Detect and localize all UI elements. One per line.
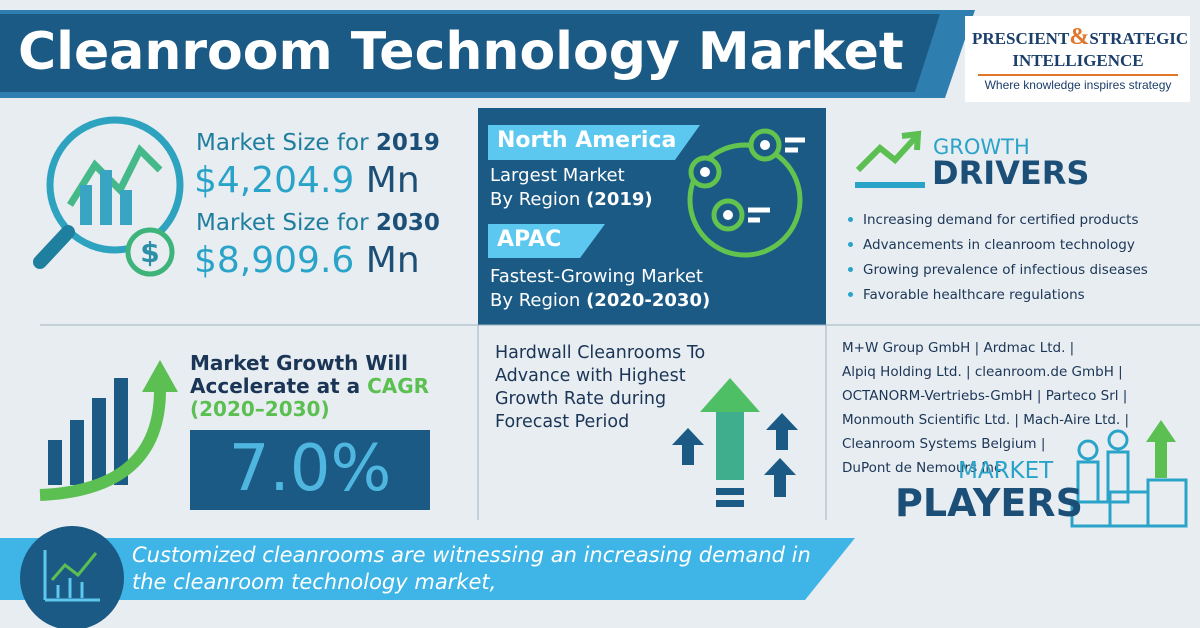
text: Growing prevalence of infectious disease…	[863, 262, 1148, 278]
list-item: Alpiq Holding Ltd. | cleanroom.de GmbH |	[842, 360, 1129, 384]
value: $8,909.6	[194, 240, 355, 281]
list-item: Advancements in cleanroom technology	[848, 233, 1148, 258]
cagr-value: 7.0%	[228, 432, 392, 506]
list-item: Growth Rate during	[495, 388, 705, 411]
text: Largest Market	[490, 165, 625, 186]
text: M+W Group GmbH | Ardmac Ltd. |	[842, 340, 1075, 356]
region-desc: Fastest-Growing Market By Region (2020-20…	[490, 265, 710, 313]
value: $4,204.9	[194, 160, 355, 201]
footer-circle	[20, 526, 124, 628]
list-item: Forecast Period	[495, 411, 705, 434]
title-banner	[0, 14, 940, 92]
cagr-icon	[39, 360, 178, 501]
text: Market Growth Will	[190, 351, 408, 375]
cagr-box	[190, 430, 430, 510]
players-icon	[1070, 420, 1188, 528]
label: Market Size for	[196, 210, 369, 236]
text: Growth Rate during	[495, 389, 667, 409]
bullet	[848, 292, 853, 297]
text: Advancements in cleanroom technology	[863, 237, 1135, 253]
players-list: M+W Group GmbH | Ardmac Ltd. | Alpiq Hold…	[842, 336, 1129, 480]
cagr-label: CAGR	[367, 374, 430, 398]
drivers-list: Increasing demand for certified products…	[848, 208, 1148, 308]
list-item: Growing prevalence of infectious disease…	[848, 258, 1148, 283]
list-item: DuPont de Nemours Inc.	[842, 456, 1129, 480]
market-size-value: $4,204.9 Mn	[194, 160, 420, 201]
region-desc: Largest Market By Region (2019)	[490, 164, 653, 212]
period: (2020–2030)	[190, 397, 330, 421]
list-item: M+W Group GmbH | Ardmac Ltd. |	[842, 336, 1129, 360]
logo-tagline: Where knowledge inspires strategy	[978, 74, 1178, 92]
list-item: Advance with Highest	[495, 365, 705, 388]
players-title: MARKET	[958, 458, 1054, 484]
bullet	[848, 217, 853, 222]
unit: Mn	[365, 160, 420, 201]
list-item: Monmouth Scientific Ltd. | Mach-Aire Ltd…	[842, 408, 1129, 432]
region-name: APAC	[497, 227, 562, 252]
year: 2030	[375, 210, 440, 236]
logo-box	[965, 16, 1190, 102]
footer-icon	[43, 550, 100, 602]
unit: Mn	[365, 240, 420, 281]
text: Accelerate at a	[190, 374, 361, 398]
list-item: Favorable healthcare regulations	[848, 283, 1148, 308]
drivers-title: DRIVERS	[932, 154, 1090, 192]
text: Hardwall Cleanrooms To	[495, 343, 706, 363]
list-item: Hardwall Cleanrooms To	[495, 342, 705, 365]
logo-text: STRATEGIC	[1089, 29, 1189, 48]
market-size-label: Market Size for 2030	[196, 210, 440, 236]
segment-text: Hardwall Cleanrooms To Advance with Highe…	[495, 342, 705, 434]
cagr-text: Market Growth Will Accelerate at a CAGR (2…	[190, 352, 429, 421]
drivers-title: GROWTH	[933, 135, 1030, 159]
text: Increasing demand for certified products	[863, 212, 1139, 228]
footer-text: Customized cleanrooms are witnessing an …	[132, 543, 811, 594]
bullet	[848, 267, 853, 272]
market-size-label: Market Size for 2019	[196, 130, 440, 156]
text: DuPont de Nemours Inc.	[842, 460, 1006, 476]
market-size-value: $8,909.6 Mn	[194, 240, 420, 281]
title: Cleanroom Technology Market	[18, 22, 904, 82]
period: (2020-2030)	[586, 290, 711, 311]
logo-text: PRESCIENT	[972, 29, 1070, 48]
map-pins	[687, 128, 805, 258]
text: Monmouth Scientific Ltd. | Mach-Aire Ltd…	[842, 412, 1130, 428]
logo-ampersand: &	[1069, 24, 1090, 50]
logo: PRESCIENT&STRATEGIC INTELLIGENCE Where k…	[972, 24, 1188, 92]
text: Forecast Period	[495, 412, 630, 432]
year: 2019	[375, 130, 440, 156]
footer-band	[0, 538, 855, 600]
magnifier-icon: $	[33, 116, 184, 277]
bullet	[848, 242, 853, 247]
text: By Region	[490, 290, 581, 311]
text: Fastest-Growing Market	[490, 266, 703, 287]
region-tag	[488, 224, 605, 258]
list-item: Cleanroom Systems Belgium |	[842, 432, 1129, 456]
period: (2019)	[586, 189, 653, 210]
region-name: North America	[497, 128, 677, 153]
growth-icon	[855, 130, 925, 188]
label: Market Size for	[196, 130, 369, 156]
list-item: Increasing demand for certified products	[848, 208, 1148, 233]
text: Favorable healthcare regulations	[863, 287, 1085, 303]
text: Advance with Highest	[495, 366, 686, 386]
logo-text: INTELLIGENCE	[1012, 51, 1144, 70]
text: Alpiq Holding Ltd. | cleanroom.de GmbH |	[842, 364, 1123, 380]
text: By Region	[490, 189, 581, 210]
list-item: OCTANORM-Vertriebs-GmbH | Parteco Srl |	[842, 384, 1129, 408]
region-tag	[488, 125, 700, 160]
text: OCTANORM-Vertriebs-GmbH | Parteco Srl |	[842, 388, 1128, 404]
text: Cleanroom Systems Belgium |	[842, 436, 1046, 452]
players-title: PLAYERS	[895, 481, 1083, 525]
svg-text:$: $	[140, 236, 159, 269]
segment-icon	[672, 378, 798, 507]
